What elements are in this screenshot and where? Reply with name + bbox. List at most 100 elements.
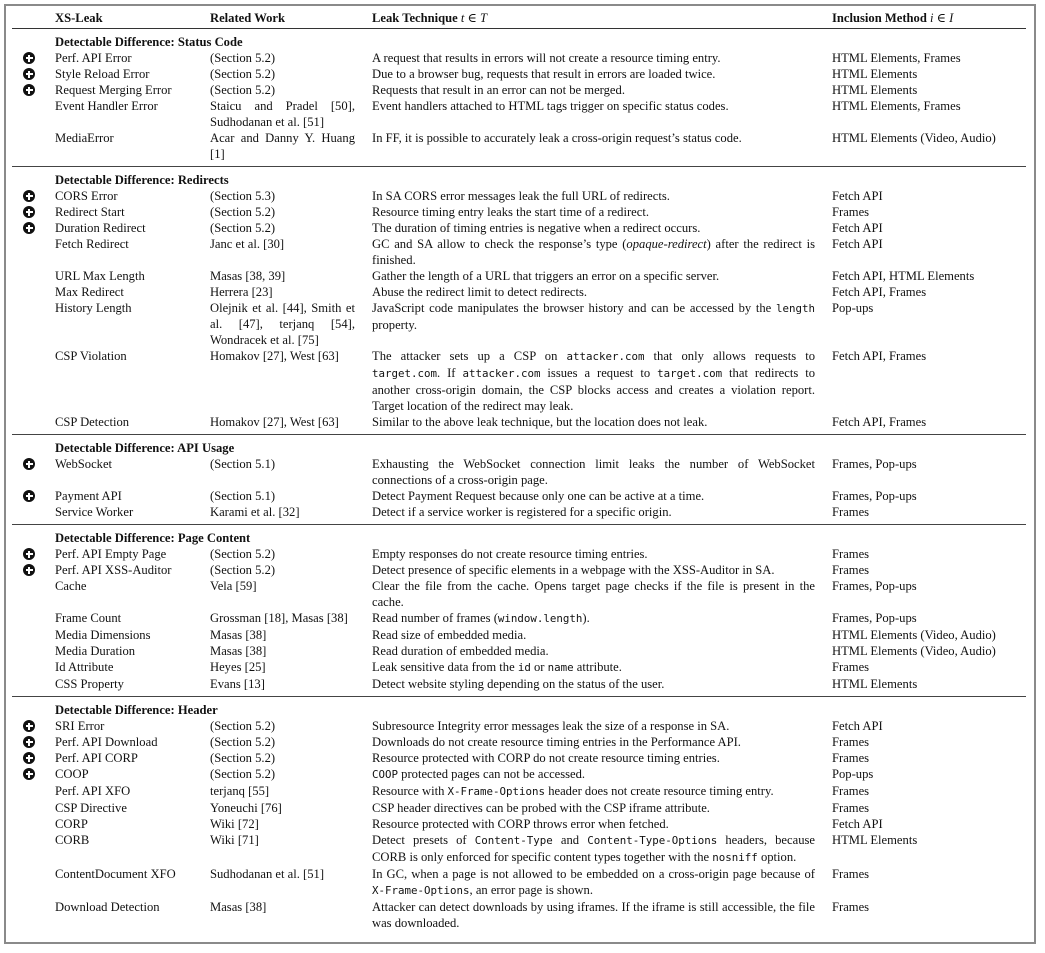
xs-leak-name: Event Handler Error xyxy=(55,99,158,113)
inclusion-method: Fetch API, Frames xyxy=(832,285,927,299)
leak-technique: Resource timing entry leaks the start ti… xyxy=(372,204,832,220)
leak-technique: Read duration of embedded media. xyxy=(372,643,832,659)
table-section: Detectable Difference: Page Content Perf.… xyxy=(12,525,1026,694)
leak-technique: The duration of timing entries is negati… xyxy=(372,220,832,236)
new-marker-cell xyxy=(12,546,55,562)
new-marker-cell xyxy=(12,130,55,162)
inclusion-method: Fetch API xyxy=(832,719,883,733)
text: or xyxy=(530,660,548,674)
new-marker-cell xyxy=(12,456,55,488)
xs-leak-name: SRI Error xyxy=(55,719,105,733)
text: protected pages can not be accessed. xyxy=(398,767,586,781)
text: issues a request to xyxy=(540,366,658,380)
inclusion-method: HTML Elements xyxy=(832,833,918,847)
header-rule xyxy=(12,28,1026,29)
table-row: Download Detection Masas [38] Attacker can… xyxy=(12,899,1026,933)
leak-technique: COOP protected pages can not be accessed… xyxy=(372,766,832,783)
table-section: Detectable Difference: API Usage WebSocke… xyxy=(12,435,1026,522)
related-work: (Section 5.2) xyxy=(210,563,276,577)
inclusion-method: Frames, Pop-ups xyxy=(832,489,917,503)
leak-technique: Similar to the above leak technique, but… xyxy=(372,414,832,430)
plus-circle-icon xyxy=(23,190,35,202)
text: ). xyxy=(582,611,590,625)
xs-leak-name: Payment API xyxy=(55,489,122,503)
inclusion-method: Fetch API xyxy=(832,237,883,251)
inclusion-method: Frames, Pop-ups xyxy=(832,457,917,471)
text: The duration of timing entries is negati… xyxy=(372,221,701,235)
code-text: Content-Type xyxy=(474,834,553,847)
text: headers, because CORB is only enforced f… xyxy=(372,833,815,864)
xs-leak-name: CSS Property xyxy=(55,677,124,691)
new-marker-cell xyxy=(12,562,55,578)
table-row: CORP Wiki [72] Resource protected with COR… xyxy=(12,816,1026,832)
leak-technique: The attacker sets up a CSP on attacker.c… xyxy=(372,348,832,414)
leak-technique: Detect if a service worker is registered… xyxy=(372,504,832,520)
leak-technique: Detect presets of Content-Type and Conte… xyxy=(372,832,832,866)
text: that redirects to another cross-origin d… xyxy=(372,366,815,413)
plus-circle-icon xyxy=(23,768,35,780)
text: Resource protected with CORP throws erro… xyxy=(372,817,669,831)
table-row: CSP Directive Yoneuchi [76] CSP header dir… xyxy=(12,800,1026,816)
related-work: (Section 5.1) xyxy=(210,489,276,503)
text: Similar to the above leak technique, but… xyxy=(372,415,708,429)
text: attribute. xyxy=(573,660,622,674)
inclusion-method: HTML Elements xyxy=(832,677,918,691)
code-text: nosniff xyxy=(712,851,758,864)
new-marker-cell xyxy=(12,488,55,504)
xs-leak-name: Perf. API Error xyxy=(55,51,132,65)
xs-leak-table: XS-Leak Related Work Leak Technique t ∈ … xyxy=(12,10,1026,933)
text: JavaScript code manipulates the browser … xyxy=(372,301,776,315)
plus-circle-icon xyxy=(23,68,35,80)
emphasis-text: opaque-redirect xyxy=(626,237,707,251)
xs-leak-name: CSP Directive xyxy=(55,801,127,815)
header-inclusion-method: Inclusion Method i ∈ I xyxy=(832,11,954,25)
table-row: WebSocket (Section 5.1) Exhausting the Web… xyxy=(12,456,1026,488)
text: In FF, it is possible to accurately leak… xyxy=(372,131,742,145)
related-work: Vela [59] xyxy=(210,579,257,593)
related-work: Masas [38] xyxy=(210,628,267,642)
xs-leak-name: Media Duration xyxy=(55,644,136,658)
xs-leak-name: History Length xyxy=(55,301,132,315)
xs-leak-name: WebSocket xyxy=(55,457,113,471)
leak-technique: GC and SA allow to check the response’s … xyxy=(372,236,832,268)
xs-leak-name: URL Max Length xyxy=(55,269,145,283)
table-row: SRI Error (Section 5.2) Subresource Integr… xyxy=(12,718,1026,734)
new-marker-cell xyxy=(12,676,55,692)
related-work: Homakov [27], West [63] xyxy=(210,349,339,363)
plus-circle-icon xyxy=(23,52,35,64)
table-row: Perf. API CORP (Section 5.2) Resource prot… xyxy=(12,750,1026,766)
section-title: Detectable Difference: Header xyxy=(55,703,218,717)
leak-technique: JavaScript code manipulates the browser … xyxy=(372,300,832,348)
leak-technique: In GC, when a page is not allowed to be … xyxy=(372,866,832,899)
leak-technique: Leak sensitive data from the id or name … xyxy=(372,659,832,676)
plus-circle-icon xyxy=(23,564,35,576)
related-work: terjanq [55] xyxy=(210,784,270,798)
inclusion-method: Frames xyxy=(832,784,870,798)
new-marker-cell xyxy=(12,348,55,414)
related-work: Masas [38] xyxy=(210,900,267,914)
text: header does not create resource timing e… xyxy=(545,784,774,798)
inclusion-method: Frames xyxy=(832,205,870,219)
inclusion-method: Frames xyxy=(832,505,870,519)
xs-leak-name: Perf. API CORP xyxy=(55,751,138,765)
plus-circle-icon xyxy=(23,720,35,732)
text: Event handlers attached to HTML tags tri… xyxy=(372,99,729,113)
related-work: Staicu and Pradel [50], Sudhodanan et al… xyxy=(210,99,355,129)
section-separator xyxy=(12,524,1026,525)
code-text: id xyxy=(517,661,531,674)
inclusion-method: Frames xyxy=(832,751,870,765)
leak-technique: Abuse the redirect limit to detect redir… xyxy=(372,284,832,300)
related-work: (Section 5.2) xyxy=(210,221,276,235)
related-work: (Section 5.2) xyxy=(210,735,276,749)
table-body: Detectable Difference: Status Code Perf. … xyxy=(12,29,1026,933)
related-work: (Section 5.1) xyxy=(210,457,276,471)
new-marker-cell xyxy=(12,414,55,430)
related-work: Wiki [72] xyxy=(210,817,259,831)
code-text: Content-Type-Options xyxy=(587,834,718,847)
related-work: Karami et al. [32] xyxy=(210,505,300,519)
text: GC and SA allow to check the response’s … xyxy=(372,237,627,251)
inclusion-method: Frames xyxy=(832,547,870,561)
text: property. xyxy=(372,318,417,332)
table-row: Id Attribute Heyes [25] Leak sensitive dat… xyxy=(12,659,1026,676)
related-work: Janc et al. [30] xyxy=(210,237,285,251)
